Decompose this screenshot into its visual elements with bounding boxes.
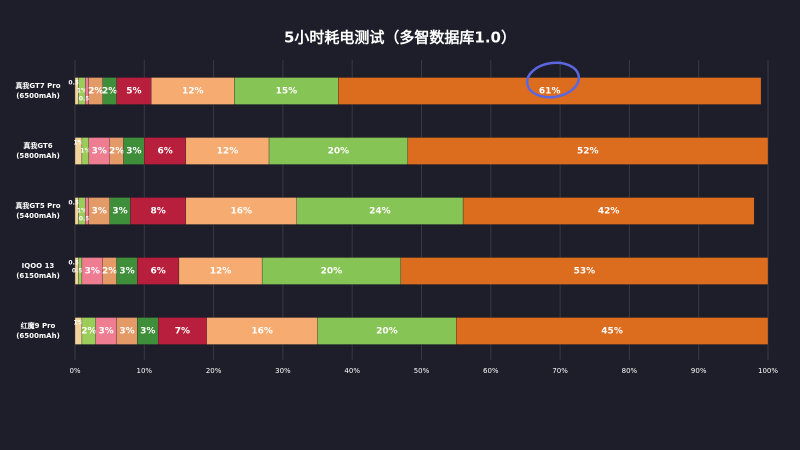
value-label: 5% [126, 87, 141, 97]
value-label: 3% [126, 147, 141, 157]
value-label: 3% [119, 267, 134, 277]
value-label: 3% [92, 207, 107, 217]
bar-segment [137, 257, 180, 285]
value-label: 2% [102, 87, 117, 97]
value-label: 0.5% [79, 216, 96, 223]
value-label: 24% [369, 207, 391, 217]
value-label: 1% [77, 88, 87, 95]
y-tick-label: (5800mAh) [16, 152, 60, 160]
value-label: 1% [73, 320, 83, 327]
y-tick-label: 真我GT6 [23, 141, 52, 150]
plot: 0% 10% 20% 30% 40% 50% 60% 70% 80% 90% 100% 真我GT7 P… [15, 60, 778, 375]
bar-segment [185, 197, 297, 225]
bar-segment [296, 197, 464, 225]
value-label: 3% [99, 327, 114, 337]
value-label: 16% [231, 207, 253, 217]
value-label: 53% [574, 267, 596, 277]
bar-segment [455, 317, 769, 345]
value-label: 6% [157, 147, 172, 157]
highlight-circle [525, 61, 581, 99]
value-label: 0.5% [68, 200, 85, 207]
value-label: 42% [598, 207, 620, 217]
value-label: 15% [276, 87, 298, 97]
value-label: 12% [182, 87, 204, 97]
value-label: 2% [81, 327, 96, 337]
x-tick-label: 70% [552, 367, 568, 375]
bar-segment [268, 137, 408, 165]
y-tick-label: (6150mAh) [16, 272, 60, 280]
x-tick-label: 100% [758, 367, 778, 375]
value-label: 0.5% [79, 96, 96, 103]
bar-segment [407, 137, 769, 165]
bar-segment [317, 317, 457, 345]
value-label: 3% [119, 327, 134, 337]
y-tick-label: (5400mAh) [16, 212, 60, 220]
x-tick-label: 50% [414, 367, 430, 375]
value-label: 20% [376, 327, 398, 337]
y-tick-label: 真我GT7 Pro [15, 81, 60, 90]
value-label: 0.5% [68, 260, 85, 267]
x-tick-label: 30% [275, 367, 291, 375]
value-label: 12% [217, 147, 239, 157]
bar-segment [206, 317, 318, 345]
value-label: 3% [112, 207, 127, 217]
value-label: 0.5% [72, 268, 89, 275]
value-label: 2% [102, 267, 117, 277]
value-label: 1% [73, 140, 83, 147]
bar-segment [178, 257, 263, 285]
x-tick-label: 40% [344, 367, 360, 375]
value-label: 45% [601, 327, 623, 337]
y-tick-label: IQOO 13 [22, 262, 55, 270]
bar-segment [400, 257, 769, 285]
value-label: 3% [140, 327, 155, 337]
chart-title: 5小时耗电测试（多智数据库1.0） [284, 29, 516, 47]
value-label: 12% [210, 267, 232, 277]
value-label: 0.5% [68, 80, 85, 87]
x-tick-label: 90% [691, 367, 707, 375]
value-label: 3% [92, 147, 107, 157]
bar-segment [185, 137, 270, 165]
bar-segment [116, 77, 152, 105]
value-label: 20% [328, 147, 350, 157]
bar-segment [144, 137, 187, 165]
y-tick-label: (6500mAh) [16, 332, 60, 340]
y-tick-label: (6500mAh) [16, 92, 60, 100]
y-tick-label: 真我GT5 Pro [15, 201, 60, 210]
value-label: 8% [151, 207, 166, 217]
value-label: 52% [577, 147, 599, 157]
value-label: 16% [251, 327, 273, 337]
value-label: 61% [539, 87, 561, 97]
bar-segment [462, 197, 755, 225]
x-tick-label: 60% [483, 367, 499, 375]
bar-segment [261, 257, 401, 285]
value-label: 1% [77, 208, 87, 215]
bar-segment [158, 317, 207, 345]
bar-segment [234, 77, 339, 105]
value-label: 6% [151, 267, 166, 277]
x-tick-label: 80% [622, 367, 638, 375]
bar-segment [151, 77, 235, 105]
value-label: 3% [85, 267, 100, 277]
bar-segment [130, 197, 187, 225]
x-tick-label: 20% [206, 367, 222, 375]
value-label: 1% [80, 148, 90, 155]
x-tick-label: 0% [69, 367, 80, 375]
value-label: 2% [88, 87, 103, 97]
x-tick-label: 10% [137, 367, 153, 375]
bar-segment [338, 77, 762, 105]
y-tick-label: 红魔9 Pro [21, 321, 56, 330]
value-label: 7% [175, 327, 190, 337]
value-label: 20% [321, 267, 343, 277]
value-label: 2% [109, 147, 124, 157]
